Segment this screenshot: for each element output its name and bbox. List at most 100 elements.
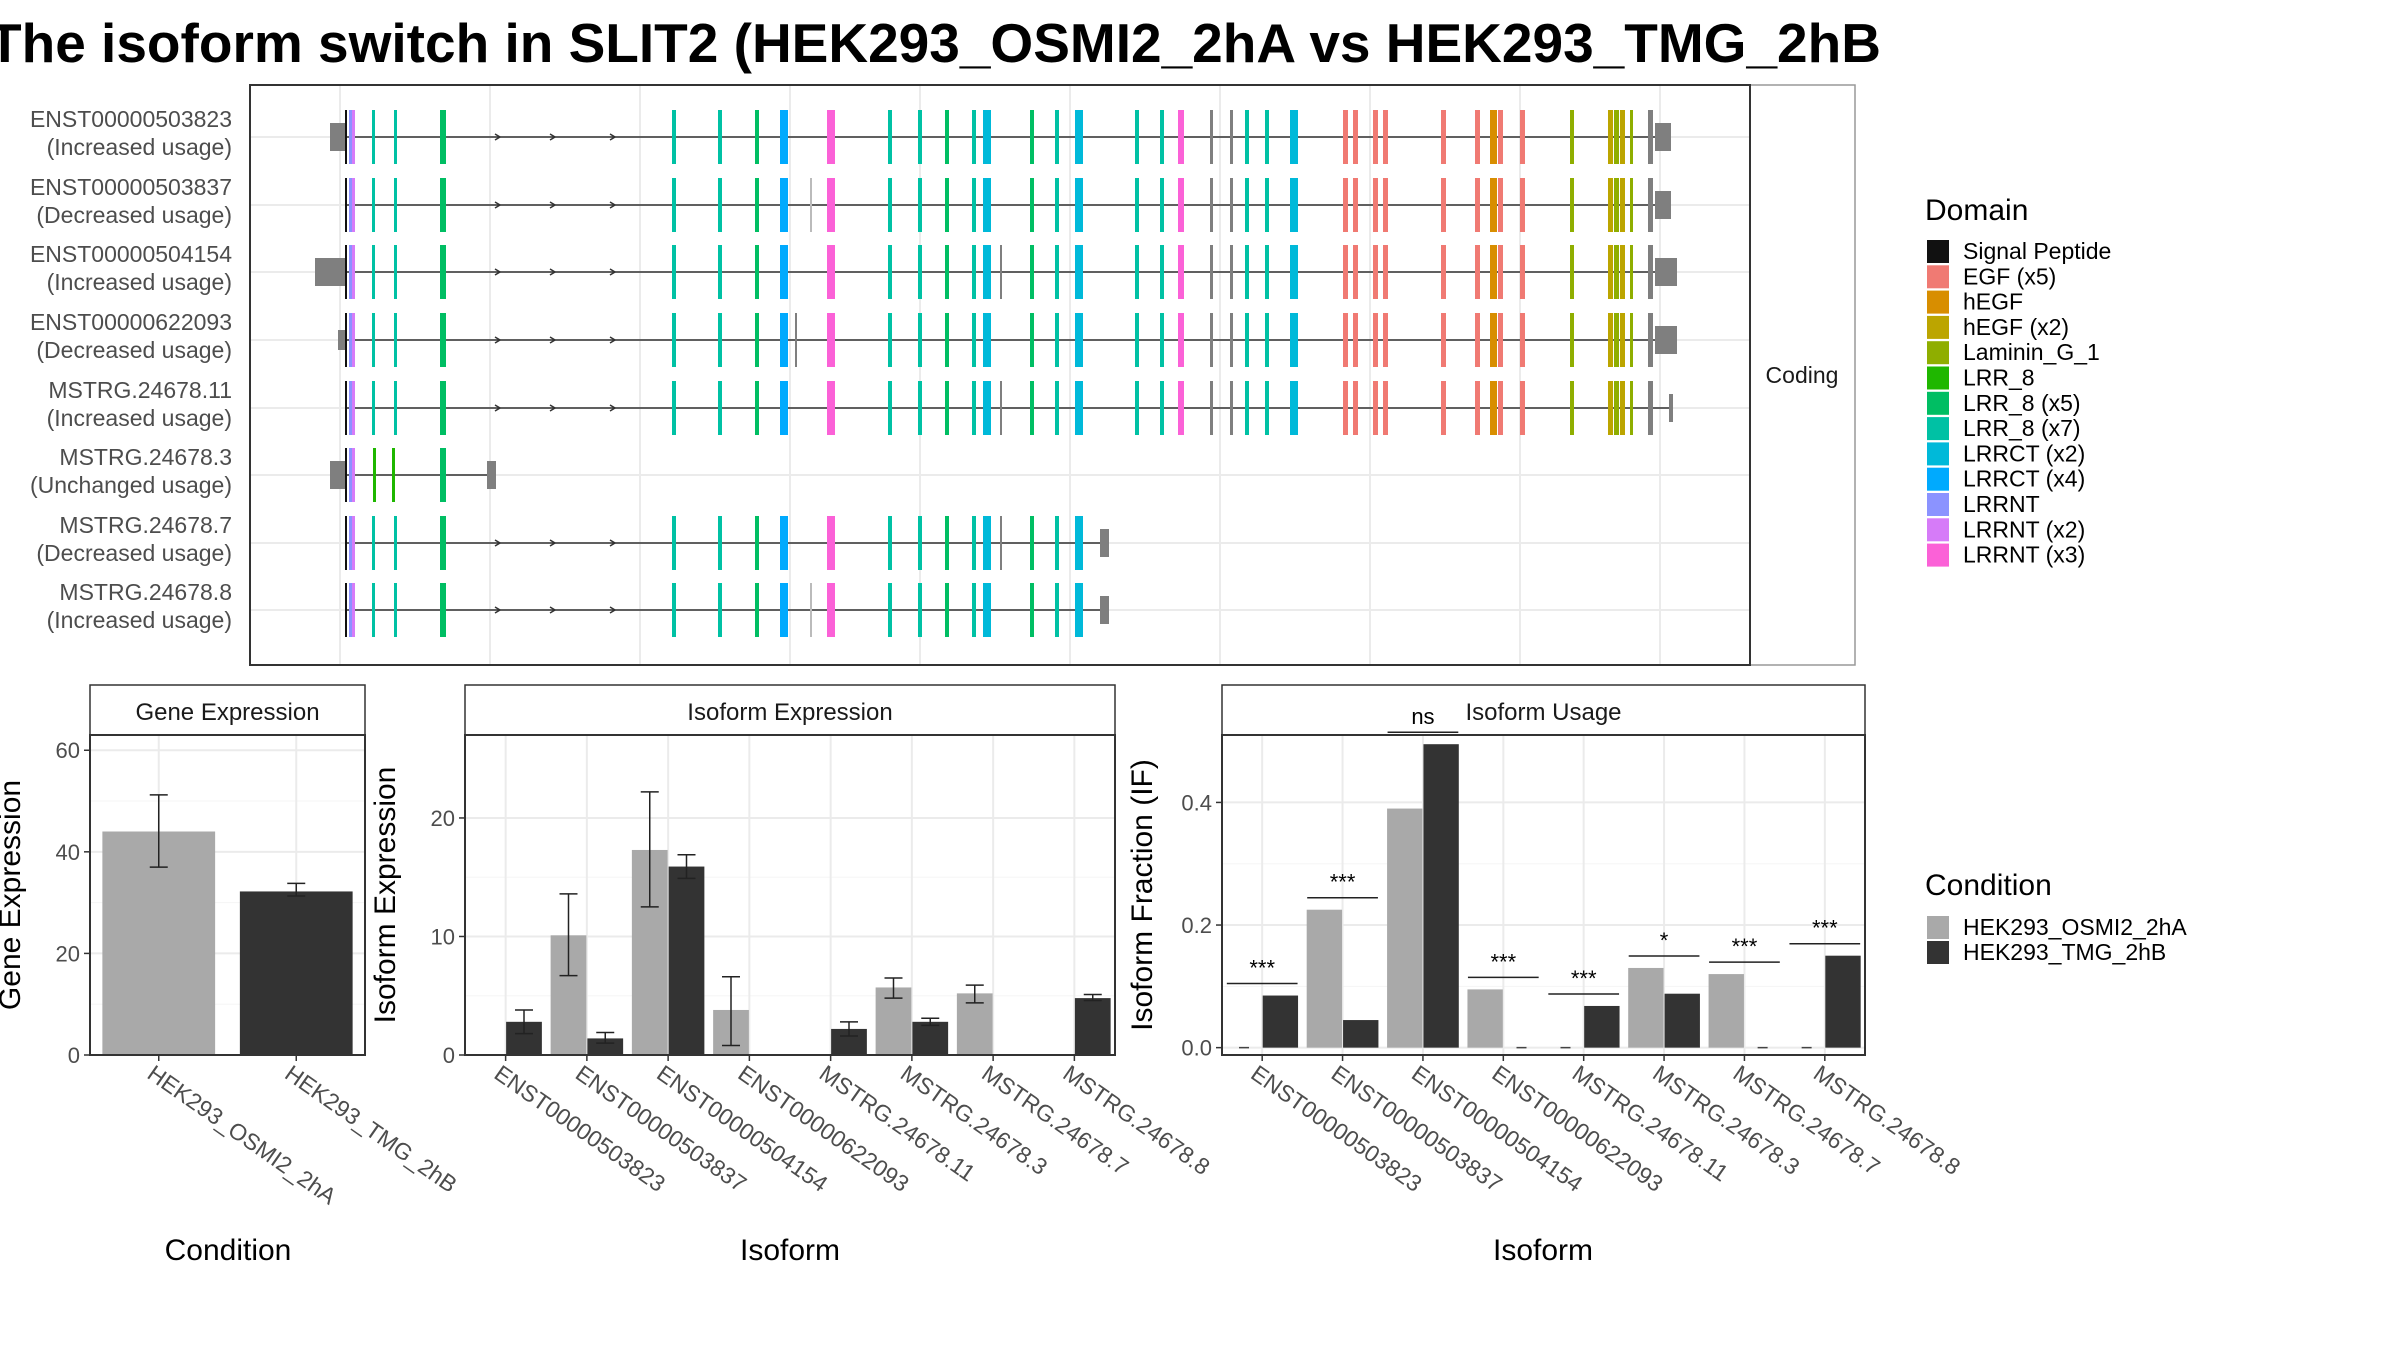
legend-key: [1927, 366, 1949, 390]
x-axis-title: Isoform: [1493, 1234, 1593, 1267]
coding-exon: [394, 178, 397, 232]
strand-arrow: [609, 606, 617, 614]
x-tick-label: MSTRG.24678.8: [1809, 1060, 1965, 1180]
legend-label: LRRNT (x3): [1963, 542, 2085, 568]
panel-title: Isoform Usage: [1465, 699, 1621, 726]
coding-exon: [1630, 178, 1633, 232]
bar: [1628, 967, 1664, 1048]
strand-arrow: [549, 539, 557, 547]
coding-exon: [1245, 110, 1249, 164]
strand-arrow: [609, 336, 617, 344]
transcript-usage-label: (Increased usage): [47, 607, 232, 633]
strand-arrow: [494, 201, 502, 209]
coding-exon: [1373, 178, 1378, 232]
transcript-row: ENST00000503823(Increased usage): [30, 106, 1671, 164]
utr-exon: [1655, 326, 1677, 354]
coding-exon: [755, 313, 759, 367]
coding-exon: [888, 516, 892, 570]
coding-exon: [1160, 313, 1164, 367]
coding-exon: [827, 313, 835, 367]
y-tick-label: 20: [431, 806, 455, 831]
coding-exon: [349, 381, 352, 435]
coding-exon: [827, 381, 835, 435]
utr-exon: [1655, 123, 1671, 151]
coding-exon: [349, 245, 352, 299]
coding-exon: [1210, 381, 1213, 435]
coding-exon: [672, 381, 676, 435]
y-axis-title: Gene Expression: [0, 780, 27, 1010]
coding-exon: [755, 110, 759, 164]
bar-panel: Isoform Expression01020ENST00000503823EN…: [369, 684, 1215, 1267]
legend-label: hEGF (x2): [1963, 314, 2069, 340]
coding-exon: [1648, 178, 1653, 232]
coding-exon: [1075, 516, 1083, 570]
coding-exon: [810, 178, 812, 232]
transcript-usage-label: (Increased usage): [47, 134, 232, 160]
transcript-row: ENST00000504154(Increased usage): [30, 241, 1677, 299]
strand-arrow: [494, 336, 502, 344]
coding-exon: [795, 313, 797, 367]
coding-exon: [888, 110, 892, 164]
bar-panel: Isoform Usage******ns******* ******0.00.2…: [1126, 684, 1965, 1267]
coding-exon: [1055, 313, 1059, 367]
coding-exon: [780, 110, 788, 164]
coding-exon: [1630, 110, 1633, 164]
coding-exon: [1614, 110, 1619, 164]
significance-label: ***: [1732, 934, 1758, 959]
coding-exon: [672, 583, 676, 637]
coding-exon: [440, 583, 446, 637]
x-tick-label: MSTRG.24678.7: [977, 1060, 1133, 1180]
coding-exon: [810, 583, 812, 637]
coding-exon: [1620, 178, 1625, 232]
strand-arrow: [549, 336, 557, 344]
coding-exon: [1520, 110, 1525, 164]
legend-key: [1927, 467, 1949, 491]
coding-exon: [352, 516, 355, 570]
coding-exon: [1441, 245, 1446, 299]
coding-exon: [1498, 178, 1503, 232]
coding-exon: [1230, 178, 1233, 232]
x-axis-title: Isoform: [740, 1234, 840, 1267]
coding-exon: [440, 178, 446, 232]
coding-exon: [349, 110, 352, 164]
coding-exon: [1570, 245, 1574, 299]
coding-exon: [1343, 178, 1348, 232]
coding-exon: [1075, 381, 1083, 435]
coding-exon: [1490, 313, 1497, 367]
bar: [1423, 744, 1459, 1048]
bar: [1387, 808, 1423, 1048]
y-axis-title: Isoform Expression: [369, 767, 402, 1024]
coding-exon: [755, 516, 759, 570]
coding-exon: [1055, 381, 1059, 435]
coding-exon: [345, 110, 347, 164]
y-tick-label: 60: [56, 738, 80, 763]
bar: [1664, 993, 1700, 1048]
coding-exon: [972, 381, 976, 435]
coding-exon: [945, 178, 949, 232]
transcript-id-label: MSTRG.24678.7: [59, 512, 232, 538]
coding-exon: [780, 313, 788, 367]
coding-exon: [1353, 313, 1358, 367]
y-tick-label: 40: [56, 840, 80, 865]
coding-exon: [1245, 381, 1249, 435]
coding-exon: [1373, 110, 1378, 164]
facet-label: Coding: [1766, 362, 1839, 388]
coding-exon: [780, 516, 788, 570]
coding-exon: [918, 245, 922, 299]
legend-label: LRR_8 (x7): [1963, 415, 2081, 441]
coding-exon: [983, 516, 991, 570]
coding-exon: [1373, 381, 1378, 435]
coding-exon: [372, 381, 375, 435]
transcript-row: MSTRG.24678.7(Decreased usage): [36, 512, 1109, 570]
transcript-id-label: MSTRG.24678.3: [59, 444, 232, 470]
coding-exon: [888, 313, 892, 367]
coding-exon: [1343, 313, 1348, 367]
coding-exon: [1570, 381, 1574, 435]
bar: [1708, 974, 1744, 1048]
coding-exon: [827, 516, 835, 570]
coding-exon: [1055, 245, 1059, 299]
coding-exon: [672, 110, 676, 164]
coding-exon: [945, 583, 949, 637]
coding-exon: [394, 313, 397, 367]
legend-label: LRRCT (x4): [1963, 466, 2085, 492]
